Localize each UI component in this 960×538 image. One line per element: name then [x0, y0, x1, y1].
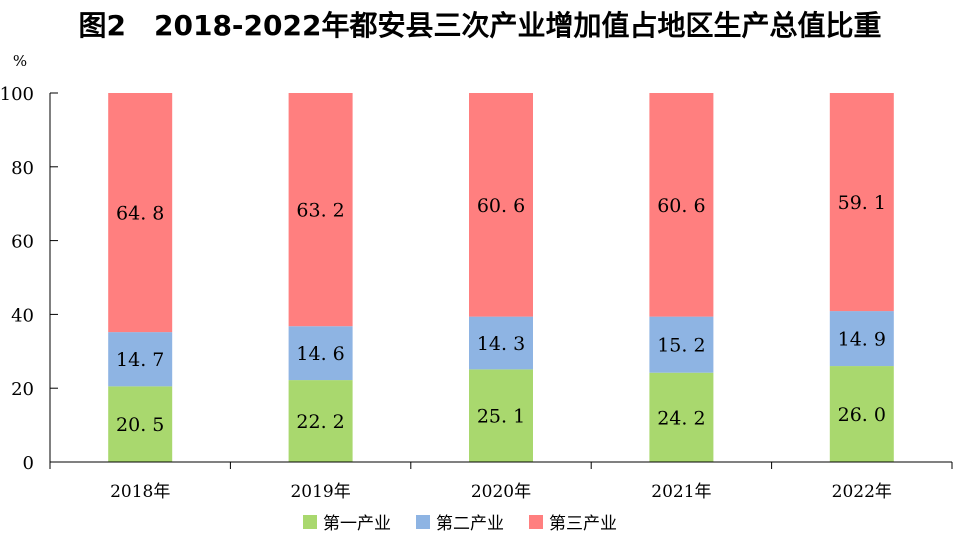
data-label: 14. 6 — [296, 343, 344, 365]
x-tick-label: 2022年 — [832, 482, 892, 502]
data-label: 14. 7 — [116, 349, 164, 371]
y-tick-label: 80 — [11, 158, 34, 179]
data-label: 14. 9 — [838, 329, 886, 351]
x-tick-label: 2018年 — [110, 482, 170, 502]
bar-segment — [649, 93, 714, 317]
data-label: 24. 2 — [657, 407, 705, 429]
data-label: 22. 2 — [296, 411, 344, 433]
legend-label: 第三产业 — [549, 514, 617, 534]
bar-segment — [469, 316, 533, 370]
bar-segment — [649, 372, 714, 462]
y-tick-label: 100 — [0, 84, 34, 105]
data-label: 15. 2 — [657, 335, 705, 357]
bar-segment — [288, 326, 353, 381]
bar-segment — [469, 93, 533, 317]
legend-label: 第一产业 — [323, 514, 391, 534]
data-label: 20. 5 — [116, 414, 164, 436]
x-tick-label: 2020年 — [471, 482, 531, 502]
bar-segment — [108, 93, 173, 333]
bar-segment — [108, 386, 173, 462]
bar-segment — [829, 93, 894, 312]
data-label: 25. 1 — [477, 406, 525, 428]
data-label: 60. 6 — [477, 195, 525, 217]
bar-segment — [108, 332, 173, 387]
x-tick-label: 2021年 — [651, 482, 711, 502]
y-axis-unit-label: % — [13, 52, 27, 70]
bar-segment — [469, 369, 533, 462]
bar-segment — [829, 311, 894, 367]
legend-swatch — [416, 515, 430, 529]
data-label: 26. 0 — [838, 404, 886, 426]
data-label: 59. 1 — [838, 192, 886, 214]
data-label: 64. 8 — [116, 203, 164, 225]
data-label: 14. 3 — [477, 333, 525, 355]
legend-swatch — [303, 515, 317, 529]
x-tick-label: 2019年 — [290, 482, 350, 502]
y-tick-label: 0 — [23, 453, 34, 474]
bar-segment — [288, 93, 353, 327]
data-label: 60. 6 — [657, 195, 705, 217]
bar-segment — [829, 366, 894, 462]
y-tick-label: 60 — [11, 232, 34, 253]
bar-segment — [288, 380, 353, 462]
legend-label: 第二产业 — [436, 514, 504, 534]
bar-segment — [649, 316, 714, 373]
legend-swatch — [529, 515, 543, 529]
chart-title: 图2 2018-2022年都安县三次产业增加值占地区生产总值比重 — [78, 9, 882, 42]
y-tick-label: 20 — [11, 379, 34, 400]
data-label: 63. 2 — [296, 200, 344, 222]
y-tick-label: 40 — [11, 305, 34, 326]
